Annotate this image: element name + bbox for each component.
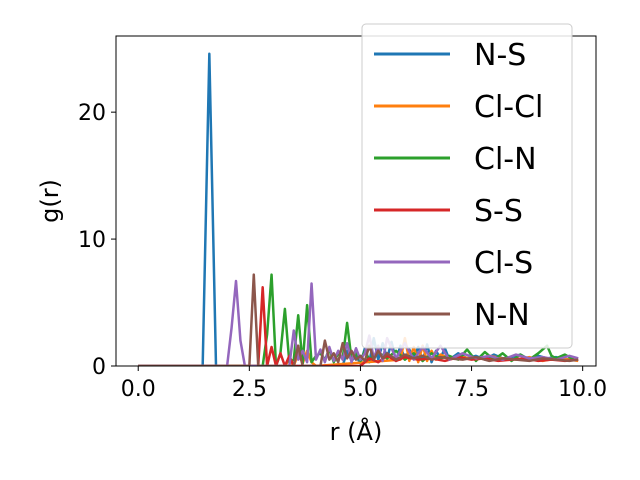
legend: N-S Cl-Cl Cl-N S-S Cl-S N-N xyxy=(361,23,573,349)
axes: 0.0 2.5 5.0 7.5 10.0 0 10 20 r (Å) g(r) xyxy=(36,35,607,446)
legend-label-cl-cl: Cl-Cl xyxy=(474,90,543,125)
axes-frame xyxy=(115,35,597,367)
x-tick-label: 5.0 xyxy=(343,377,378,402)
y-tick-label: 10 xyxy=(78,228,106,253)
legend-label-s-s: S-S xyxy=(474,194,523,229)
x-tick-label: 10.0 xyxy=(558,377,607,402)
x-tick-label: 2.5 xyxy=(232,377,267,402)
series-line-n-n xyxy=(138,273,579,366)
plot-area xyxy=(138,52,579,366)
y-tick-label: 0 xyxy=(92,355,106,380)
y-axis-label: g(r) xyxy=(36,179,64,223)
legend-label-n-s: N-S xyxy=(474,38,526,73)
x-axis-label: r (Å) xyxy=(330,417,383,446)
series-line-cl-s xyxy=(138,279,579,366)
legend-label-cl-s: Cl-S xyxy=(474,246,533,281)
legend-label-n-n: N-N xyxy=(474,298,530,333)
y-tick-label: 20 xyxy=(78,101,106,126)
x-tick-label: 7.5 xyxy=(454,377,489,402)
x-tick-label: 0.0 xyxy=(121,377,156,402)
legend-box xyxy=(361,23,573,349)
legend-label-cl-n: Cl-N xyxy=(474,142,537,177)
